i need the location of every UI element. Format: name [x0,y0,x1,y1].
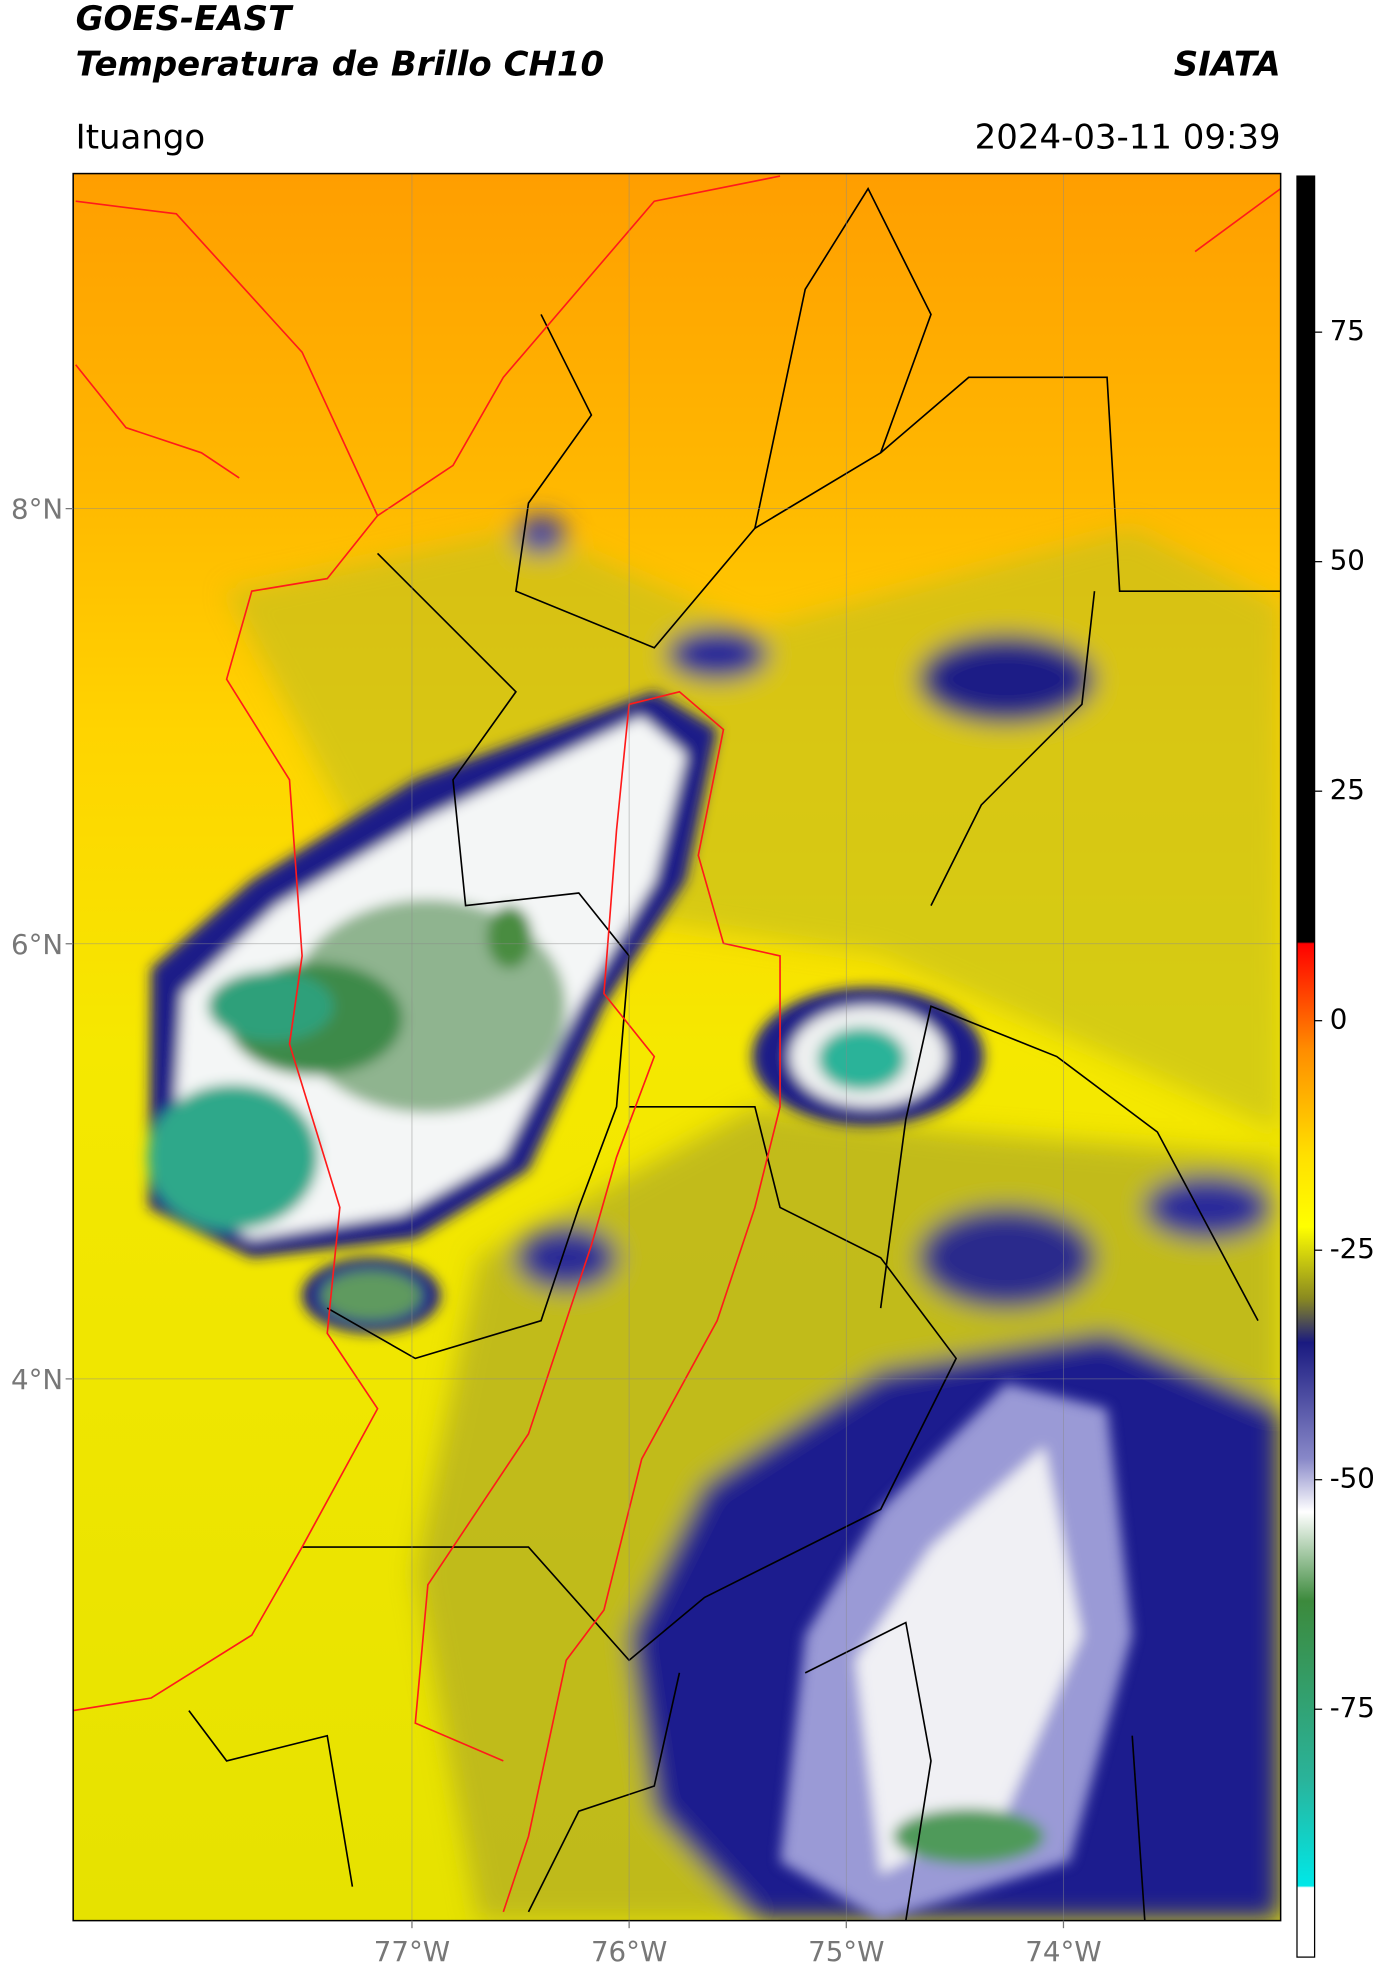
colorbar-tick-label: 75 [1330,314,1365,347]
colorbar [1296,175,1316,1958]
lon-tick-label: 74°W [1025,1935,1101,1968]
title-line: GOES-EAST [76,0,294,39]
cloud-cores [147,691,1133,1921]
coastline [73,175,1281,1913]
borders [188,186,1281,1921]
colorbar-ticks: 75 50 25 0 -25 -50 -75 [1314,314,1375,1724]
lon-tick-label: 76°W [591,1935,667,1968]
map-image [73,173,1281,1921]
timestamp: 2024-03-11 09:39 [975,117,1281,157]
lat-tick-label: 8°N [11,493,63,526]
title-line: Temperatura de Brillo CH10 [76,44,604,84]
source: SIATA [1174,44,1281,84]
lon-tick-label: 77°W [374,1935,450,1968]
colorbar-tick-label: -75 [1330,1691,1375,1724]
map-frame [72,172,1282,1922]
graticule [73,173,1281,1921]
lon-tick-label: 75°W [808,1935,884,1968]
lat-tick-label: 4°N [11,1363,63,1396]
colorbar-tick-label: 0 [1330,1003,1348,1036]
location: Ituango [76,117,206,157]
colorbar-tick-label: -50 [1330,1462,1375,1495]
colorbar-tick-label: 50 [1330,544,1365,577]
colorbar-tick-label: 25 [1330,773,1365,806]
axis-ticks: 8°N 6°N 4°N 77°W 76°W 75°W 74°W [11,493,1102,1968]
colorbar-tick-label: -25 [1330,1232,1375,1265]
lat-tick-label: 6°N [11,928,63,961]
